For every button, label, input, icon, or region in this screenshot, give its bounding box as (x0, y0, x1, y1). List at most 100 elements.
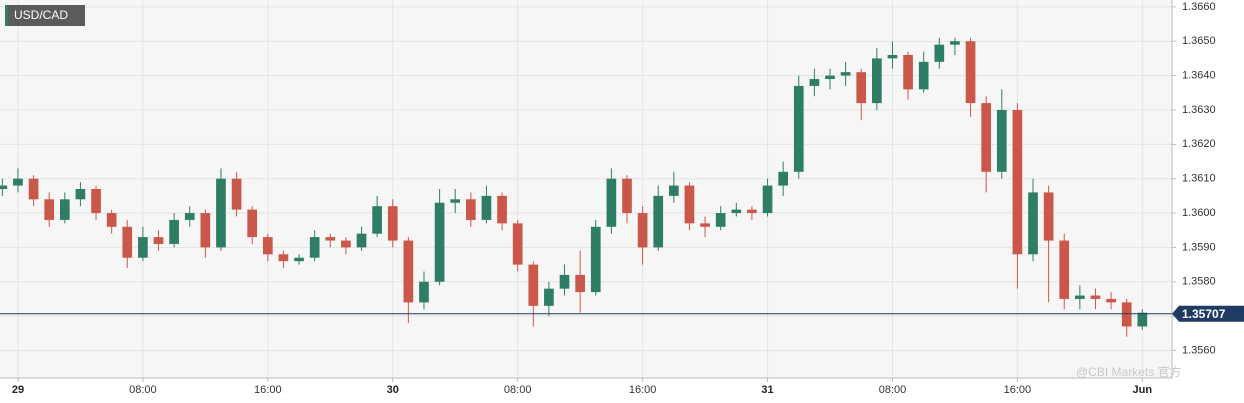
candle-body (450, 199, 461, 203)
y-tick-label: 1.3560 (1182, 344, 1216, 356)
candle-body (341, 240, 351, 248)
candle-body (762, 185, 773, 214)
candle-body (325, 237, 336, 241)
candle-body (465, 199, 476, 220)
x-tick-label: 30 (387, 384, 399, 396)
plot-area (0, 0, 1172, 378)
candle-body (1012, 109, 1023, 255)
candle-body (497, 195, 507, 224)
y-tick-label: 1.3640 (1182, 70, 1216, 82)
candle-body (1059, 240, 1070, 299)
candle-body (106, 213, 117, 227)
candle-body (481, 195, 492, 220)
candle-body (653, 195, 664, 248)
chart-title: USD/CAD (14, 8, 68, 22)
candle-body (356, 233, 367, 248)
x-tick-label: 08:00 (879, 384, 907, 396)
candle-body (669, 185, 679, 196)
candle-body (715, 213, 726, 227)
candle-body (622, 178, 632, 214)
candle-body (387, 206, 398, 241)
candle-body (606, 178, 617, 227)
y-tick-label: 1.3600 (1182, 207, 1216, 219)
candle-body (91, 189, 101, 214)
candle-body (996, 109, 1007, 172)
candle-body (528, 264, 539, 306)
candle-body (840, 72, 851, 76)
candle-body (965, 41, 976, 104)
y-tick-label: 1.3630 (1182, 104, 1216, 116)
candle-body (1075, 295, 1085, 299)
x-tick-label: 29 (12, 384, 24, 396)
x-tick-label: 16:00 (254, 384, 282, 396)
x-tick-label: 08:00 (504, 384, 532, 396)
candle-body (13, 178, 23, 186)
candle-body (512, 223, 523, 265)
candle-body (731, 209, 742, 214)
y-tick-label: 1.3620 (1182, 138, 1216, 150)
candle-body (231, 178, 242, 210)
candle-body (28, 178, 39, 200)
y-tick-label: 1.3650 (1182, 35, 1216, 47)
candle-body (169, 219, 179, 244)
candle-body (575, 274, 585, 293)
candle-body (809, 79, 820, 86)
title-badge (5, 5, 85, 26)
candles (0, 37, 1148, 337)
x-tick-label: 08:00 (129, 384, 157, 396)
candle-body (637, 213, 648, 248)
candle-body (700, 223, 710, 227)
title-accent (5, 5, 8, 26)
candle-body (778, 171, 788, 186)
x-tick-label: Jun (1133, 384, 1153, 396)
candle-body (372, 206, 382, 234)
candle-body (1090, 295, 1101, 299)
watermark: @CBI Markets 官方 (1076, 364, 1182, 379)
candle-body (1121, 302, 1132, 327)
x-tick-label: 16:00 (1004, 384, 1032, 396)
candle-body (0, 185, 8, 189)
y-tick-label: 1.3580 (1182, 276, 1216, 288)
x-tick-label: 31 (761, 384, 773, 396)
candle-body (903, 54, 913, 90)
candle-body (872, 58, 882, 104)
candle-body (747, 209, 757, 214)
candle-body (1043, 192, 1054, 241)
y-tick-label: 1.3590 (1182, 241, 1216, 253)
candle-body (918, 61, 929, 90)
candle-body (75, 189, 86, 200)
candle-body (44, 199, 55, 220)
candle-body (1028, 192, 1038, 255)
candle-body (950, 41, 960, 45)
candle-body (200, 213, 211, 248)
candle-body (1106, 298, 1116, 303)
candle-body (309, 237, 320, 258)
candle-body (294, 257, 304, 262)
candle-body (559, 274, 570, 289)
candle-body (434, 202, 445, 282)
candle-body (544, 288, 554, 306)
candle-body (981, 103, 992, 172)
candle-body (216, 178, 226, 248)
y-tick-label: 1.3660 (1182, 1, 1216, 13)
candle-body (247, 209, 258, 238)
candle-body (184, 213, 195, 220)
candle-body (825, 75, 835, 80)
last-price-label: 1.35707 (1182, 307, 1226, 321)
candle-body (262, 237, 273, 255)
candle-body (419, 281, 429, 303)
candle-body (856, 72, 867, 104)
candle-body (403, 240, 414, 303)
x-tick-label: 16:00 (629, 384, 657, 396)
candle-body (887, 54, 898, 59)
candle-body (1137, 312, 1148, 327)
candle-body (278, 254, 289, 262)
candle-body (934, 44, 945, 62)
y-tick-label: 1.3610 (1182, 173, 1216, 185)
candle-body (138, 237, 148, 258)
candle-body (122, 226, 133, 258)
candle-body (793, 85, 804, 172)
candle-body (684, 185, 695, 224)
